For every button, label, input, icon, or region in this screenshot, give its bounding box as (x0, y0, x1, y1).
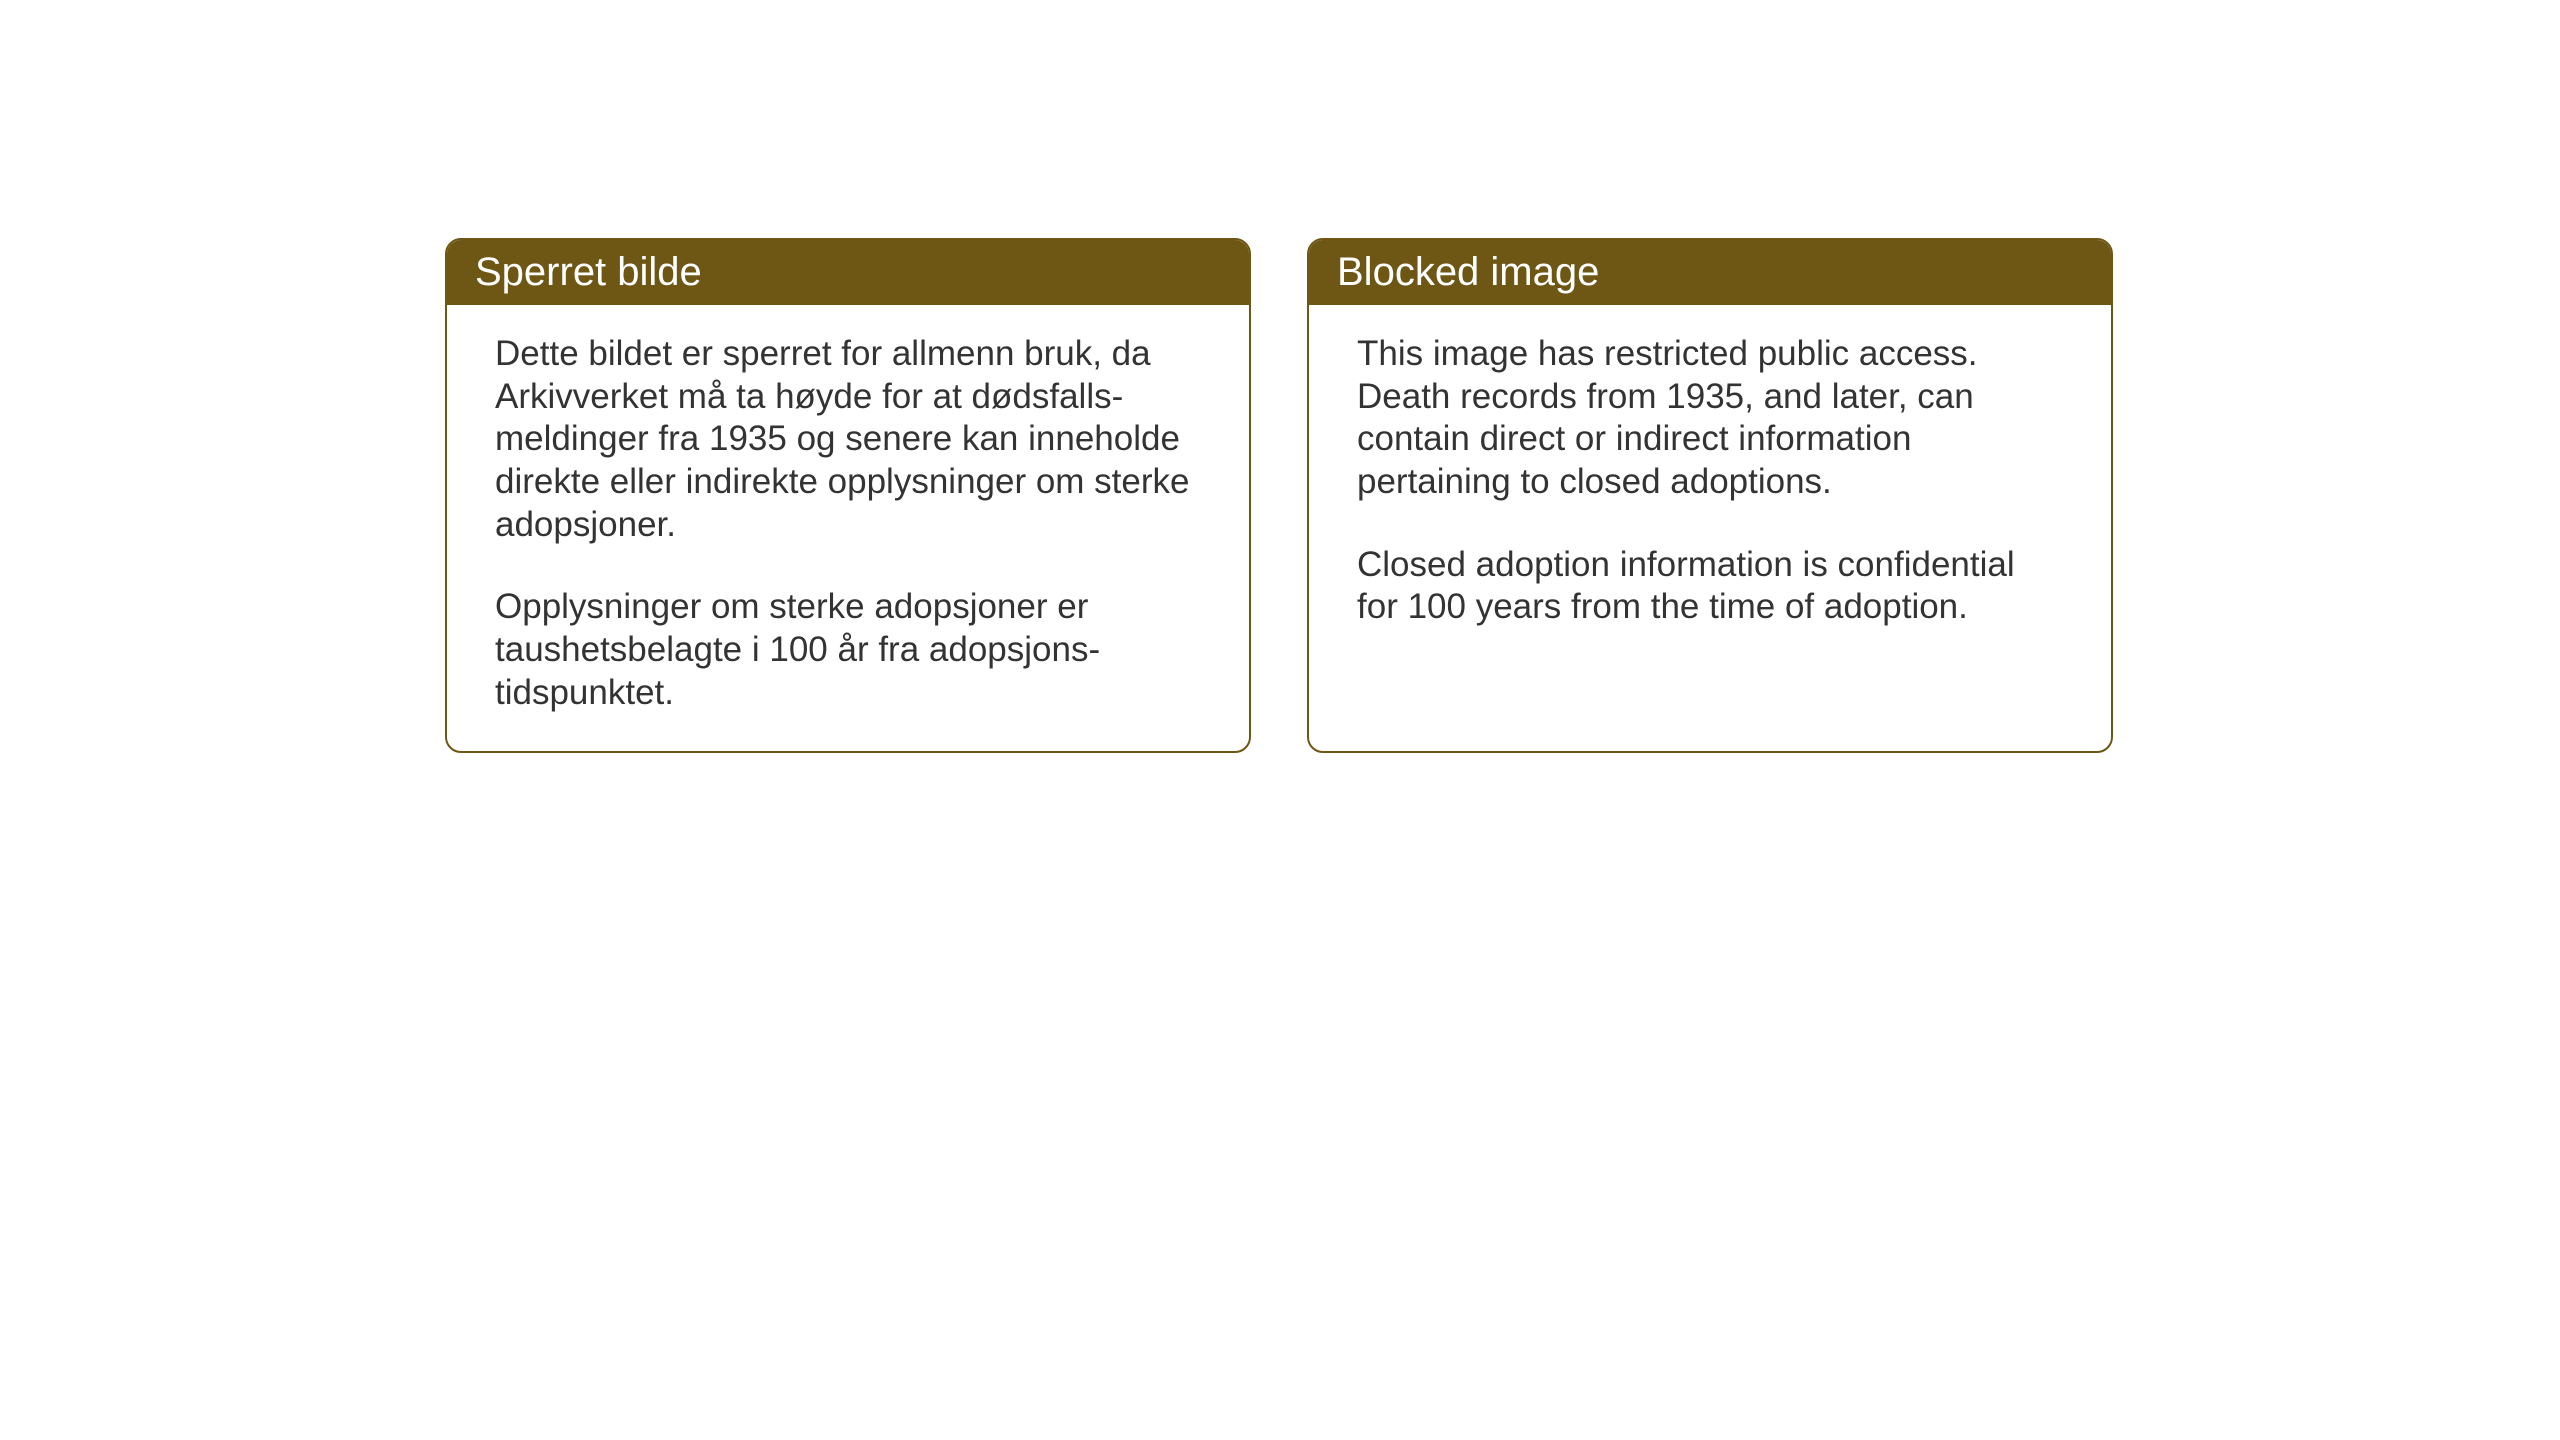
notice-paragraph-1-norwegian: Dette bildet er sperret for allmenn bruk… (495, 333, 1201, 546)
notice-paragraph-1-english: This image has restricted public access.… (1357, 333, 2063, 504)
notice-title-english: Blocked image (1337, 250, 1599, 294)
notice-title-norwegian: Sperret bilde (475, 250, 702, 294)
notice-header-english: Blocked image (1309, 240, 2111, 305)
notice-body-norwegian: Dette bildet er sperret for allmenn bruk… (447, 305, 1249, 751)
notice-box-norwegian: Sperret bilde Dette bildet er sperret fo… (445, 238, 1251, 753)
notice-body-english: This image has restricted public access.… (1309, 305, 2111, 741)
notice-box-english: Blocked image This image has restricted … (1307, 238, 2113, 753)
notice-paragraph-2-english: Closed adoption information is confident… (1357, 544, 2063, 629)
notice-header-norwegian: Sperret bilde (447, 240, 1249, 305)
notice-paragraph-2-norwegian: Opplysninger om sterke adopsjoner er tau… (495, 586, 1201, 714)
notice-container: Sperret bilde Dette bildet er sperret fo… (445, 238, 2113, 753)
